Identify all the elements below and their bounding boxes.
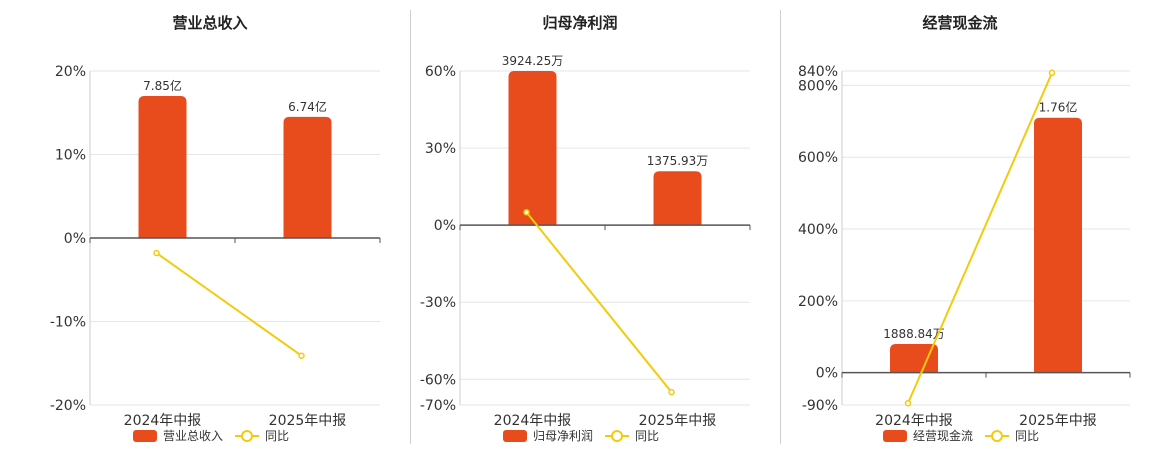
bar-data-label: 6.74亿: [288, 99, 327, 114]
chart-svg: 归母净利润 60% 30% 0% -30% -60% -70% 3924.25万 1375.93…: [420, 14, 751, 443]
bar-data-label: 1375.93万: [647, 154, 709, 168]
y-tick-label: 20%: [55, 64, 86, 80]
x-category-label: 2024年中报: [875, 413, 953, 429]
legend-line-label: 同比: [1015, 429, 1039, 443]
y-tick-label: -90%: [802, 398, 838, 414]
y-tick-label: 30%: [425, 141, 456, 157]
y-tick-label: 0%: [64, 231, 86, 247]
y-tick-label: 60%: [425, 64, 456, 80]
y-tick-label: 10%: [55, 148, 86, 164]
chart-title: 营业总收入: [172, 14, 247, 32]
bar: [138, 96, 187, 238]
y-tick-label: 0%: [816, 366, 838, 382]
legend-bar-label: 经营现金流: [913, 428, 973, 443]
yoy-line: [907, 72, 1053, 404]
y-tick-label: 800%: [798, 78, 838, 94]
legend-bar-swatch: [883, 430, 907, 442]
bar-data-label: 1888.84万: [883, 327, 945, 341]
bar-data-label: 3924.25万: [502, 54, 564, 68]
panel-divider: [410, 10, 411, 444]
chart-svg: 经营现金流 840%800% 600% 400% 200% 0% -90% 1888.84万 1…: [798, 14, 1131, 443]
panel-divider: [780, 10, 781, 444]
x-category-label: 2024年中报: [124, 413, 202, 429]
y-tick-label: 0%: [434, 218, 456, 234]
bar: [1034, 117, 1082, 373]
legend-line-marker: [241, 430, 253, 442]
chart-title: 经营现金流: [922, 14, 997, 32]
yoy-point: [523, 209, 530, 216]
chart-title: 归母净利润: [542, 14, 617, 32]
y-tick-label: 840%: [798, 64, 838, 80]
x-category-label: 2025年中报: [639, 413, 717, 429]
legend-bar-swatch: [503, 430, 527, 442]
y-tick-label: -30%: [420, 295, 456, 311]
bar: [508, 71, 557, 226]
y-tick-label: -20%: [50, 398, 86, 414]
bar: [890, 343, 938, 373]
yoy-line: [155, 252, 303, 357]
y-tick-label: -70%: [420, 398, 456, 414]
yoy-point: [153, 249, 160, 257]
x-category-label: 2025年中报: [269, 413, 347, 429]
legend-bar-label: 营业总收入: [163, 429, 223, 443]
legend-line-marker: [611, 430, 623, 442]
legend-line-label: 同比: [265, 429, 289, 443]
y-tick-label: 200%: [798, 294, 838, 310]
yoy-point: [1048, 69, 1056, 77]
yoy-point: [298, 352, 305, 359]
x-category-label: 2025年中报: [1019, 413, 1097, 429]
x-category-label: 2024年中报: [494, 413, 572, 429]
yoy-point: [668, 388, 675, 396]
chart-panel-net-profit: 归母净利润 60% 30% 0% -30% -60% -70% 3924.25万 1375.93…: [400, 0, 770, 450]
bar-data-label: 1.76亿: [1039, 100, 1078, 115]
yoy-point: [904, 399, 912, 407]
bar: [283, 116, 332, 238]
bar: [653, 171, 702, 226]
chart-panel-cash-flow: 经营现金流 840% 800% 600% 400% 200% 0% -90% 1888.84万 1…: [770, 0, 1160, 450]
chart-panel-revenue: 营业总收入 20% 10% 0% -10% -20% 7.85亿 6.74亿 2024年中报 20…: [0, 0, 400, 450]
yoy-line: [525, 211, 673, 393]
bar-data-label: 7.85亿: [143, 78, 182, 93]
y-tick-label: -10%: [50, 315, 86, 331]
chart-svg: 营业总收入 20% 10% 0% -10% -20% 7.85亿 6.74亿 2024年中报 20…: [50, 14, 381, 443]
legend-bar-swatch: [133, 430, 157, 442]
legend-line-marker: [991, 430, 1003, 442]
legend-line-label: 同比: [635, 429, 659, 443]
y-tick-label: 600%: [798, 150, 838, 166]
legend-bar-label: 归母净利润: [533, 429, 593, 443]
y-tick-label: -60%: [420, 372, 456, 388]
y-tick-label: 400%: [798, 222, 838, 238]
